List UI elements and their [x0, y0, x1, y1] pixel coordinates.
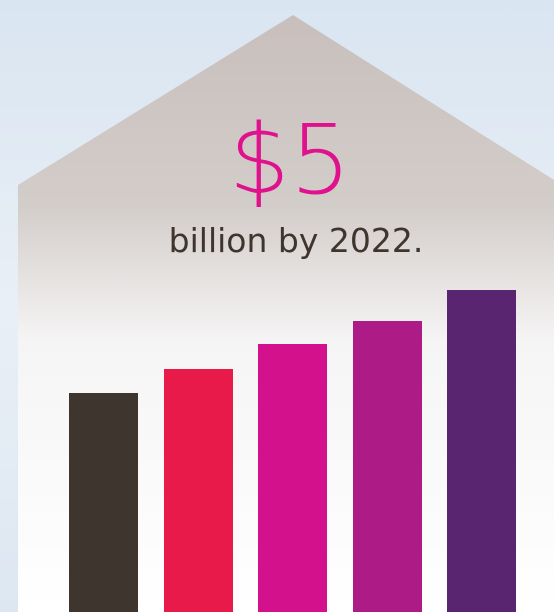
- decorative-bar: [447, 290, 516, 612]
- headline-text: billion by 2022.: [169, 221, 424, 260]
- decorative-bar: [164, 369, 233, 612]
- decorative-bar: [69, 393, 138, 612]
- decorative-bar: [353, 321, 422, 612]
- decorative-bar: [258, 344, 327, 612]
- headline-amount: $5: [229, 104, 351, 216]
